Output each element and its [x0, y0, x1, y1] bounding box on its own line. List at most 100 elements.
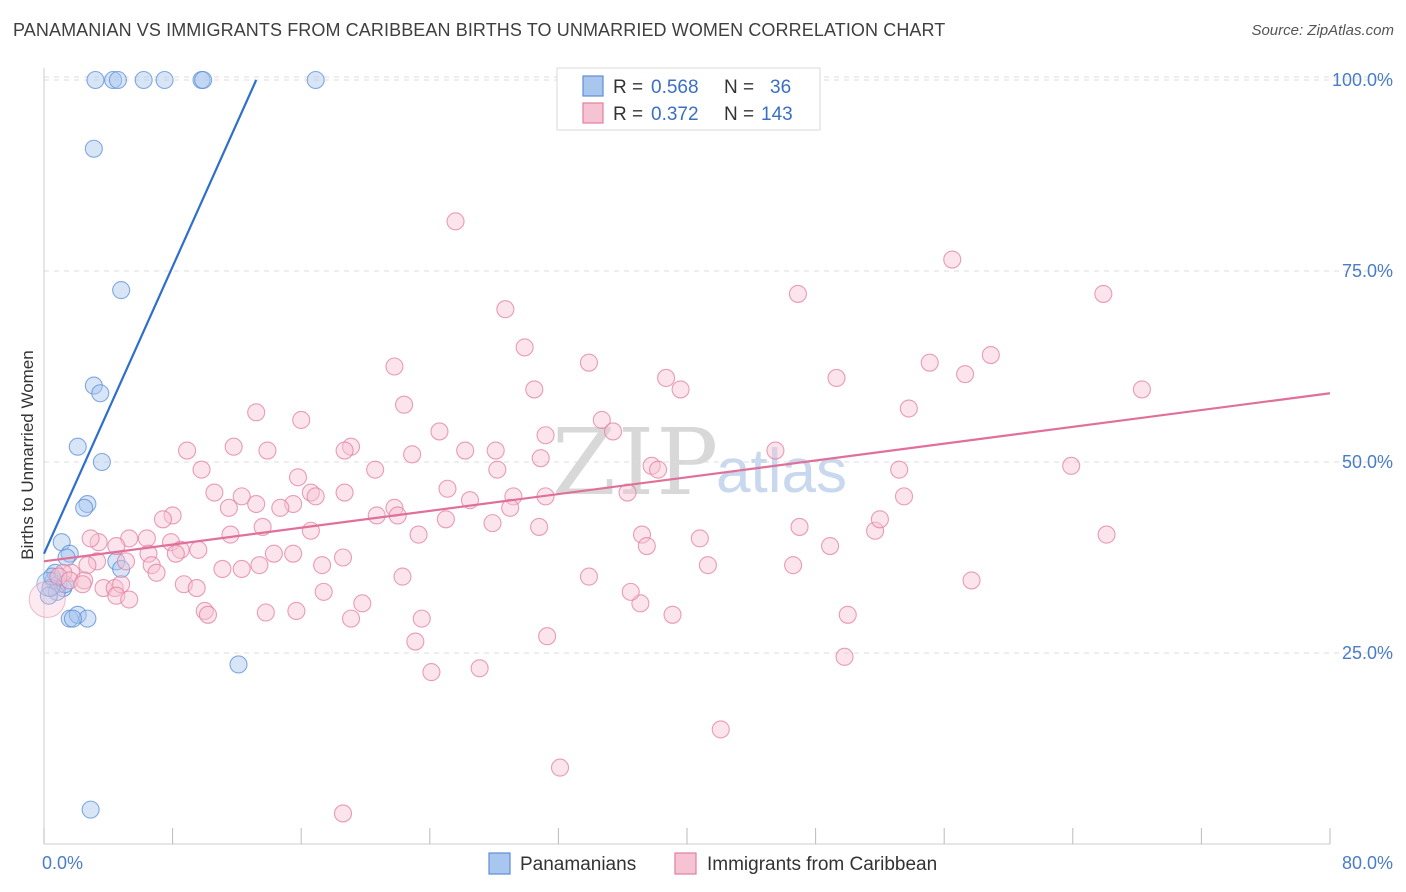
- caribbean-point-37: [366, 460, 385, 479]
- caribbean-point-45: [232, 487, 251, 506]
- caribbean-point-29: [486, 441, 505, 460]
- caribbean-point-49: [306, 487, 325, 506]
- caribbean-point-131: [835, 647, 854, 666]
- stats-r-value-2: 0.372: [651, 104, 699, 125]
- stats-r-value-1: 0.568: [651, 77, 699, 98]
- legend-label-panamanians: Panamanians: [520, 854, 636, 875]
- caribbean-point-127: [866, 521, 885, 540]
- caribbean-point-99: [284, 544, 303, 563]
- caribbean-point-92: [112, 575, 131, 594]
- panamanians-point-2: [108, 70, 127, 90]
- caribbean-point-62: [153, 510, 173, 529]
- caribbean-point-2: [943, 250, 962, 269]
- caribbean-point-122: [690, 529, 709, 548]
- panamanians-point-33: [81, 800, 100, 819]
- caribbean-point-11: [657, 368, 676, 388]
- caribbean-point-81: [116, 552, 136, 571]
- caribbean-point-46: [205, 483, 224, 502]
- panamanians-point-3: [134, 70, 153, 90]
- panamanians-point-7: [306, 70, 325, 90]
- y-axis-title: Births to Unmarried Women: [18, 350, 37, 559]
- caribbean-point-68: [409, 525, 428, 544]
- panamanians-point-0: [86, 70, 105, 90]
- stats-n-value-2: 143: [761, 104, 793, 125]
- caribbean-point-26: [224, 437, 243, 456]
- caribbean-point-14: [525, 380, 544, 399]
- caribbean-point-130: [870, 510, 889, 529]
- caribbean-point-113: [406, 632, 425, 651]
- caribbean-point-74: [161, 533, 181, 552]
- caribbean-point-134: [711, 720, 730, 739]
- caribbean-point-129: [894, 487, 914, 506]
- caribbean-point-9: [920, 353, 939, 372]
- caribbean-point-36: [488, 460, 507, 479]
- trend-lines: [42, 79, 1331, 563]
- caribbean-point-39: [192, 460, 211, 479]
- caribbean-point-124: [790, 517, 809, 536]
- panamanians-point-15: [75, 498, 94, 517]
- chart-title: PANAMANIAN VS IMMIGRANTS FROM CARIBBEAN …: [13, 20, 946, 40]
- panamanians-point-4: [155, 70, 174, 90]
- caribbean-point-31: [335, 441, 354, 460]
- panamanians-point-30: [78, 609, 97, 628]
- caribbean-point-137: [333, 804, 353, 823]
- caribbean-point-19: [899, 399, 918, 418]
- caribbean-point-1: [496, 300, 515, 319]
- caribbean-point-3: [788, 284, 807, 303]
- panamanians-point-1: [104, 70, 123, 90]
- caribbean-point-18: [292, 410, 311, 430]
- stats-n-value-1: 36: [770, 77, 791, 98]
- caribbean-point-5: [515, 338, 534, 357]
- legend-label-caribbean: Immigrants from Caribbean: [707, 854, 937, 875]
- caribbean-point-70: [137, 529, 156, 548]
- caribbean-point-95: [213, 559, 232, 579]
- caribbean-point-89: [73, 575, 92, 594]
- y-tick-label-100: 100.0%: [1332, 70, 1393, 90]
- caribbean-point-cluster: [28, 581, 66, 619]
- caribbean-point-132: [784, 556, 803, 575]
- caribbean-point-13: [671, 380, 690, 399]
- caribbean-point-8: [981, 345, 1000, 365]
- caribbean-point-77: [264, 544, 283, 563]
- caribbean-point-28: [258, 441, 277, 460]
- stats-r-label-2: R =: [613, 104, 643, 125]
- caribbean-point-38: [288, 468, 308, 487]
- caribbean-point-16: [395, 395, 414, 414]
- panamanians-point-9: [112, 281, 131, 300]
- caribbean-point-72: [81, 529, 100, 548]
- caribbean-point-133: [1097, 525, 1116, 544]
- caribbean-point-6: [579, 353, 598, 372]
- caribbean-point-96: [333, 548, 353, 567]
- caribbean-point-114: [538, 627, 557, 646]
- caribbean-point-120: [632, 525, 652, 544]
- caribbean-point-65: [221, 525, 240, 544]
- caribbean-point-7: [385, 357, 404, 376]
- caribbean-point-35: [649, 460, 668, 479]
- stats-r-label-1: R =: [613, 77, 643, 98]
- panamanians-point-10: [84, 376, 103, 395]
- panamanians-point-27: [39, 586, 58, 605]
- caribbean-point-97: [232, 559, 251, 579]
- caribbean-point-115: [422, 663, 441, 682]
- caribbean-point-22: [430, 422, 449, 441]
- caribbean-point-56: [219, 498, 238, 517]
- panamanians-point-31: [63, 609, 82, 628]
- caribbean-point-82: [87, 552, 107, 571]
- x-tick-max: 80.0%: [1342, 853, 1393, 873]
- caribbean-point-41: [890, 460, 909, 479]
- caribbean-point-10: [956, 365, 975, 384]
- y-tick-label-50: 50.0%: [1342, 452, 1393, 472]
- caribbean-point-121: [637, 536, 656, 556]
- caribbean-point-106: [353, 594, 372, 613]
- caribbean-point-94: [250, 556, 269, 575]
- panamanians-point-6: [194, 70, 213, 90]
- caribbean-point-0: [446, 212, 465, 231]
- caribbean-point-125: [821, 536, 840, 556]
- caribbean-point-47: [247, 494, 266, 514]
- caribbean-point-17: [247, 403, 266, 422]
- caribbean-point-66: [530, 517, 549, 536]
- x-tick-min: 0.0%: [42, 853, 83, 873]
- stats-n-label-2: N =: [724, 104, 754, 125]
- caribbean-point-43: [335, 483, 354, 502]
